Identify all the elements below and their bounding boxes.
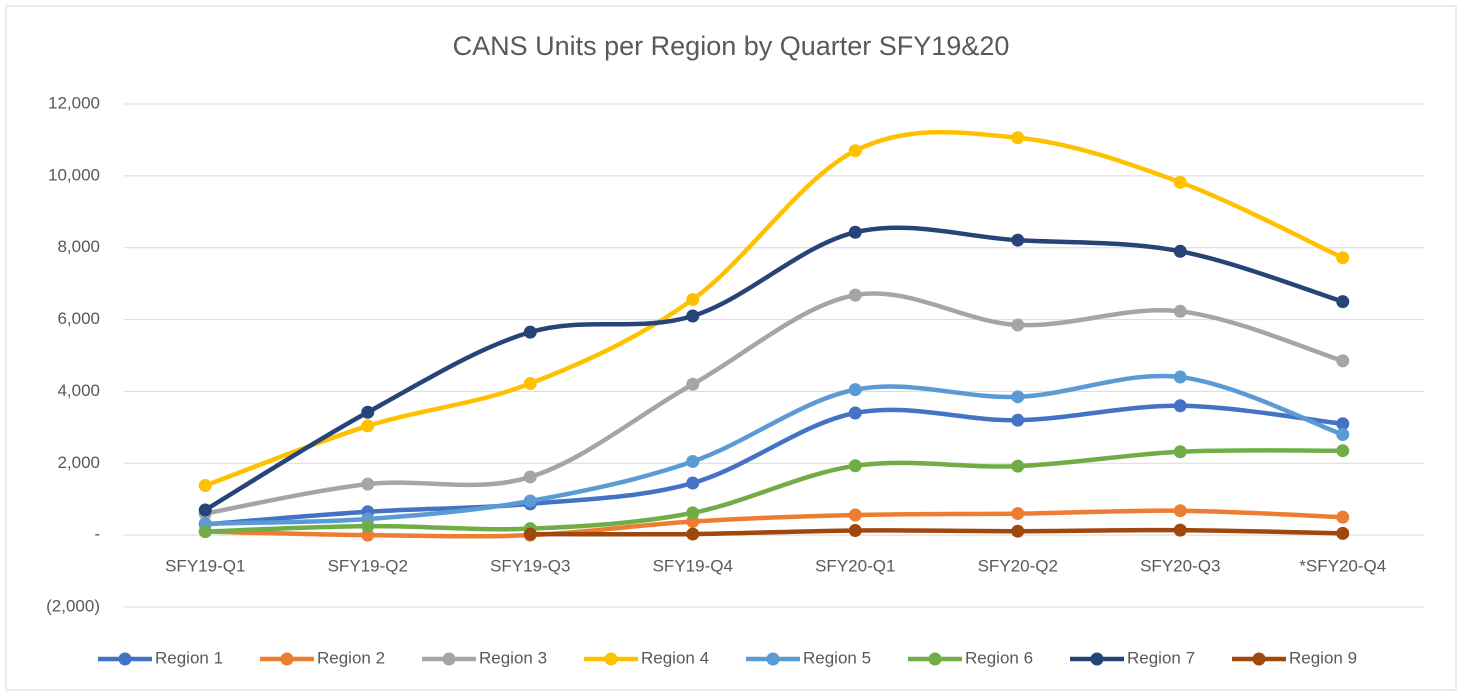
data-point [848,383,862,397]
data-point [848,523,862,537]
data-point [1336,417,1350,431]
legend-marker [280,652,294,666]
data-point [1011,318,1025,332]
data-point [1173,370,1187,384]
data-point [361,528,375,542]
x-tick-label: SFY19-Q4 [653,556,733,575]
y-tick-label: 4,000 [57,381,100,400]
data-point [848,288,862,302]
x-tick-label: SFY20-Q1 [815,556,895,575]
data-point [1336,526,1350,540]
series-line [528,527,1345,537]
data-point [686,506,700,520]
data-point [1336,510,1350,524]
series-line [203,291,1345,516]
legend-label: Region 1 [155,648,223,667]
y-tick-label: 2,000 [57,453,100,472]
y-tick-label: - [94,525,100,544]
data-point [1011,524,1025,538]
legend-label: Region 6 [965,648,1033,667]
data-point [361,477,375,491]
data-point [1336,295,1350,309]
data-point [686,476,700,490]
x-tick-label: SFY19-Q2 [328,556,408,575]
data-point [1011,233,1025,247]
legend-marker [766,652,780,666]
data-point [686,309,700,323]
data-point [686,527,700,541]
data-point [523,325,537,339]
legend-label: Region 7 [1127,648,1195,667]
series-line [203,403,1345,527]
data-point [1011,390,1025,404]
data-point [848,144,862,158]
data-point [1336,251,1350,265]
y-tick-label: 8,000 [57,237,100,256]
series-line [203,448,1345,534]
chart-border [5,5,1457,691]
x-tick-label: SFY20-Q3 [1140,556,1220,575]
legend-marker [442,652,456,666]
data-point [361,405,375,419]
data-point [848,225,862,239]
data-point [1011,131,1025,145]
series-line [203,373,1345,526]
legend-marker [1252,652,1266,666]
legend-label: Region 9 [1289,648,1357,667]
chart-title: CANS Units per Region by Quarter SFY19&2… [453,31,1010,61]
data-point [1173,244,1187,258]
data-point [1173,175,1187,189]
legend-marker [1090,652,1104,666]
legend-marker [604,652,618,666]
data-point [523,527,537,541]
y-tick-label: 12,000 [48,93,100,112]
data-point [523,494,537,508]
data-point [848,508,862,522]
x-tick-label: *SFY20-Q4 [1299,556,1386,575]
series-line [203,129,1345,488]
data-point [1336,354,1350,368]
data-point [523,377,537,391]
data-point [686,377,700,391]
data-point [686,292,700,306]
data-point [523,470,537,484]
legend-label: Region 4 [641,648,709,667]
legend-marker [118,652,132,666]
data-point [1011,413,1025,427]
data-point [1173,304,1187,318]
legend-label: Region 5 [803,648,871,667]
legend-label: Region 3 [479,648,547,667]
y-tick-label: (2,000) [46,596,100,615]
data-point [361,519,375,533]
data-point [1336,444,1350,458]
data-point [1011,507,1025,521]
legend-label: Region 2 [317,648,385,667]
data-point [361,419,375,433]
data-point [1011,459,1025,473]
data-point [1336,428,1350,442]
series-line [203,508,1345,539]
y-tick-label: 10,000 [48,165,100,184]
data-point [686,454,700,468]
x-tick-label: SFY20-Q2 [978,556,1058,575]
data-point [1173,523,1187,537]
data-point [198,479,212,493]
data-point [1173,504,1187,518]
x-tick-label: SFY19-Q3 [490,556,570,575]
data-point [1173,445,1187,459]
y-tick-label: 6,000 [57,309,100,328]
data-point [1173,399,1187,413]
data-point [848,459,862,473]
data-point [198,503,212,517]
legend-marker [928,652,942,666]
data-point [198,525,212,539]
series-line [203,225,1345,513]
x-tick-label: SFY19-Q1 [165,556,245,575]
data-point [848,406,862,420]
